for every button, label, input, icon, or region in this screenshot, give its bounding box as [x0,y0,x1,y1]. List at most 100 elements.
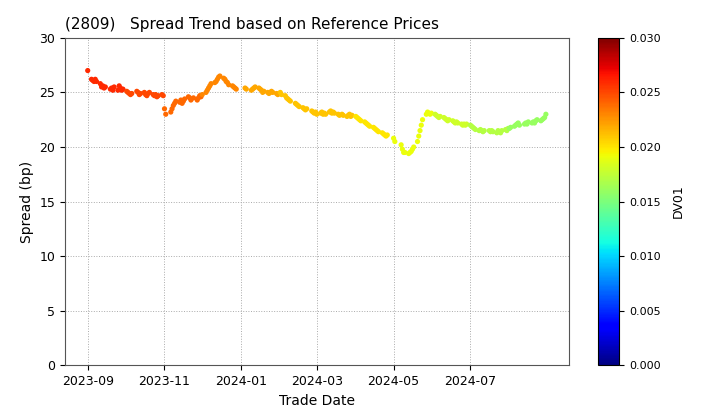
Point [114,82,125,89]
Point [370,126,382,133]
Point [505,124,516,131]
Point [249,84,261,90]
Point [368,124,379,131]
Point [131,88,143,94]
Point [97,82,109,89]
Point [426,110,437,116]
Point [246,87,257,94]
Point [343,112,354,119]
Point [256,87,267,94]
Point [210,78,222,85]
Point [407,146,418,152]
Point [493,129,505,135]
Point [363,122,374,129]
Point [126,90,138,97]
Point [306,108,318,114]
Point [315,110,326,116]
Point [486,127,498,134]
Point [264,90,275,97]
Point [151,93,163,100]
Point [457,122,469,129]
Point [158,105,170,112]
Point [536,116,548,123]
Point [345,113,356,120]
Point [230,86,242,92]
Point [213,74,225,81]
Point [228,84,240,90]
Y-axis label: Spread (bp): Spread (bp) [19,160,34,243]
Point [282,96,294,102]
Point [178,98,189,105]
Point [193,94,204,101]
Point [438,114,450,121]
Point [424,111,436,118]
Point [412,138,423,145]
Point [202,87,213,94]
Point [511,121,523,127]
Point [310,109,321,116]
Point [284,98,296,105]
Point [432,113,444,120]
Point [200,89,212,96]
Point [414,127,426,134]
Point [372,127,383,134]
Point [341,113,353,120]
Point [89,76,101,83]
Point [257,89,269,96]
Point [254,86,266,92]
Point [429,111,441,118]
Point [112,87,124,94]
Point [258,88,270,94]
Point [170,98,181,105]
Point [289,100,301,107]
Point [109,84,120,90]
Point [94,80,106,87]
Point [318,110,330,116]
Point [422,109,433,116]
Point [203,85,215,92]
Point [121,88,132,94]
Point [140,91,151,98]
Point [116,87,127,94]
Point [442,118,454,124]
Point [104,86,116,92]
Point [420,111,432,118]
Point [143,90,154,97]
Point [530,118,541,124]
Point [301,105,312,112]
Point [404,149,415,156]
Point [408,144,420,150]
Point [398,149,410,156]
Point [373,129,384,135]
Point [487,129,499,135]
Point [338,112,349,119]
Point [297,104,309,111]
Point [328,110,340,116]
Point [267,89,279,96]
Point [194,92,205,99]
Point [469,126,481,133]
Point [325,108,336,114]
Point [466,123,477,130]
Point [474,127,485,134]
Point [96,84,107,90]
Point [229,85,240,92]
Point [248,85,260,92]
Point [464,122,476,129]
Point [281,94,292,101]
Point [528,120,540,126]
Point [320,111,331,118]
Point [500,126,511,133]
Point [353,115,364,122]
Point [168,100,180,107]
Point [484,127,495,134]
Point [150,91,161,98]
Point [513,120,524,126]
Point [183,93,194,100]
Point [316,109,328,116]
Point [276,91,287,98]
Point [133,91,145,98]
Point [299,105,310,112]
Point [107,87,119,94]
Point [359,118,370,125]
